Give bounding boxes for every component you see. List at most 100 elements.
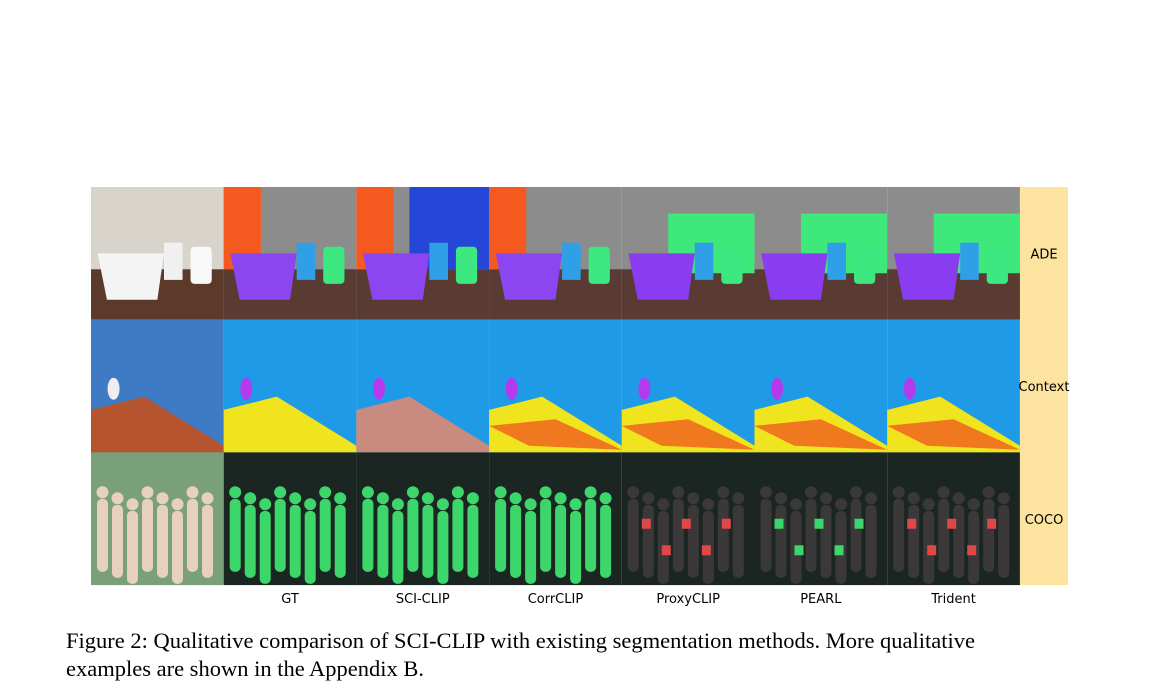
head [391, 498, 404, 511]
person [97, 498, 108, 572]
roof [356, 396, 490, 453]
person [627, 498, 639, 572]
person [172, 510, 183, 584]
person [437, 510, 449, 584]
person [392, 510, 404, 584]
person [938, 498, 950, 572]
blob [907, 518, 917, 529]
row-label: COCO [1025, 513, 1064, 528]
image-cell [754, 452, 888, 586]
toilet [854, 246, 876, 284]
person [495, 498, 507, 572]
head [156, 492, 169, 505]
person [259, 510, 271, 584]
tub [761, 253, 828, 300]
person [467, 504, 479, 578]
head [790, 498, 802, 511]
image-cell [91, 452, 224, 586]
sink [694, 242, 714, 280]
person [983, 498, 995, 572]
head [494, 486, 507, 499]
image-cell [887, 452, 1020, 586]
blob [794, 545, 804, 556]
roof [91, 396, 224, 453]
tub [893, 253, 961, 300]
head [421, 492, 434, 505]
bird [638, 377, 651, 400]
sink [163, 242, 183, 280]
head [922, 498, 935, 511]
caption-line: examples are shown in the Appendix B. [66, 656, 425, 681]
head [805, 486, 817, 499]
head [657, 498, 670, 511]
head [274, 486, 287, 499]
tub [495, 253, 563, 300]
tub [628, 253, 695, 300]
head [892, 486, 905, 499]
column-label: ProxyCLIP [656, 592, 720, 607]
head [717, 486, 730, 499]
person [893, 498, 905, 572]
blob [774, 518, 784, 529]
person [319, 498, 331, 572]
noise [489, 419, 622, 450]
head [569, 498, 582, 511]
tub [230, 253, 297, 300]
head [451, 486, 464, 499]
person [953, 504, 965, 578]
person [229, 498, 241, 572]
blob [641, 518, 651, 529]
sink [296, 242, 316, 280]
person [334, 504, 346, 578]
row-label: Context [1019, 380, 1070, 395]
toilet [455, 246, 478, 284]
image-cell [887, 319, 1020, 453]
blob [927, 545, 937, 556]
blob [987, 518, 997, 529]
head [687, 492, 700, 505]
image-cell [489, 187, 622, 320]
image-cell [489, 452, 622, 586]
head [229, 486, 242, 499]
head [967, 498, 980, 511]
blob [721, 518, 731, 529]
head [96, 486, 109, 499]
person [760, 498, 772, 572]
bird [372, 377, 385, 400]
person [142, 498, 153, 572]
toilet [986, 246, 1008, 284]
person [510, 504, 522, 578]
person [540, 498, 552, 572]
blob [834, 545, 844, 556]
head [466, 492, 479, 505]
person [908, 504, 920, 578]
tub [97, 253, 164, 300]
image-cell [223, 187, 357, 320]
bird [903, 377, 916, 400]
blob [701, 545, 711, 556]
image-cell [754, 187, 888, 320]
head [171, 498, 184, 511]
image-cell [223, 452, 357, 586]
image-cell [356, 319, 490, 453]
person [274, 498, 286, 572]
head [554, 492, 567, 505]
head [319, 486, 332, 499]
head [259, 498, 272, 511]
person [717, 498, 729, 572]
head [835, 498, 847, 511]
head [775, 492, 787, 505]
toilet [323, 246, 345, 284]
head [599, 492, 612, 505]
head [524, 498, 537, 511]
head [907, 492, 920, 505]
blob [814, 518, 824, 529]
person [362, 498, 374, 572]
bird [505, 377, 518, 400]
caption-line: Figure 2: Qualitative comparison of SCI-… [66, 628, 976, 653]
blob [661, 545, 671, 556]
person [555, 504, 567, 578]
column-label: SCI-CLIP [396, 592, 450, 607]
person [452, 498, 464, 572]
